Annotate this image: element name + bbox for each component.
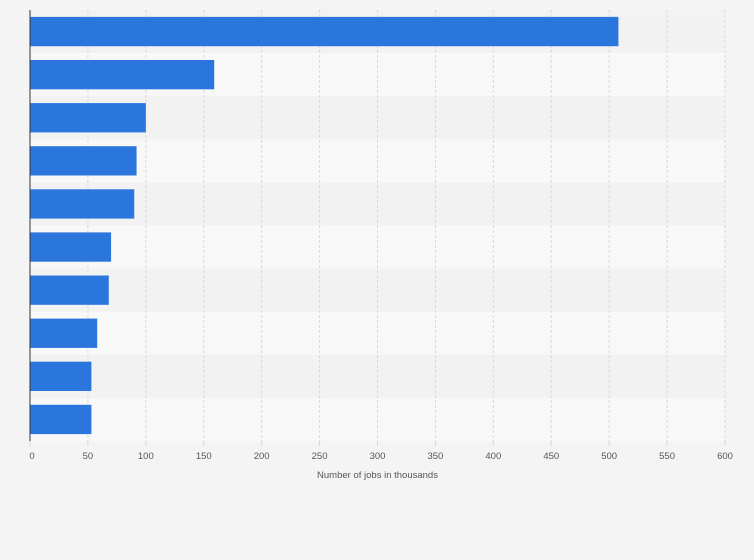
bar[interactable] xyxy=(30,275,109,305)
x-tick-label: 150 xyxy=(196,451,212,462)
x-tick-label: 500 xyxy=(601,451,617,462)
x-tick-label: 50 xyxy=(83,451,94,462)
bar[interactable] xyxy=(30,232,112,262)
x-tick-label: 400 xyxy=(485,451,501,462)
bar[interactable] xyxy=(30,404,92,435)
row-band xyxy=(30,311,725,355)
x-tick-label: 550 xyxy=(659,451,675,462)
x-tick-label: 600 xyxy=(717,451,733,462)
bar[interactable] xyxy=(30,59,215,90)
x-tick-label: 300 xyxy=(370,451,386,462)
x-tick-label: 0 xyxy=(29,451,34,462)
row-band xyxy=(30,182,725,226)
row-band xyxy=(30,397,725,441)
x-tick-label: 100 xyxy=(138,451,154,462)
x-axis-ticks: 0 50 100 150 200 250 300 350 400 450 500 550 600 xyxy=(29,441,733,462)
x-tick-label: 450 xyxy=(543,451,559,462)
bar[interactable] xyxy=(30,189,135,219)
x-tick-label: 250 xyxy=(312,451,328,462)
bar[interactable] xyxy=(30,103,146,133)
x-axis-title: Number of jobs in thousands xyxy=(317,470,438,481)
x-tick-label: 200 xyxy=(254,451,270,462)
x-tick-label: 350 xyxy=(427,451,443,462)
bar[interactable] xyxy=(30,318,98,348)
bar[interactable] xyxy=(30,146,137,176)
bar[interactable] xyxy=(30,16,619,47)
bar[interactable] xyxy=(30,361,92,392)
bars xyxy=(30,16,619,435)
